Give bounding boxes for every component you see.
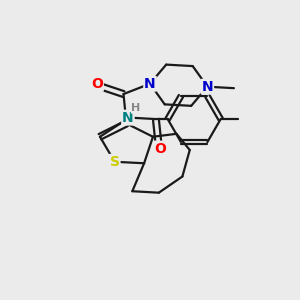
Text: N: N <box>144 77 156 91</box>
Text: O: O <box>91 77 103 91</box>
Text: N: N <box>202 80 213 94</box>
Text: N: N <box>122 111 134 124</box>
Text: O: O <box>154 142 166 155</box>
Text: H: H <box>131 103 140 113</box>
Text: S: S <box>110 155 120 169</box>
